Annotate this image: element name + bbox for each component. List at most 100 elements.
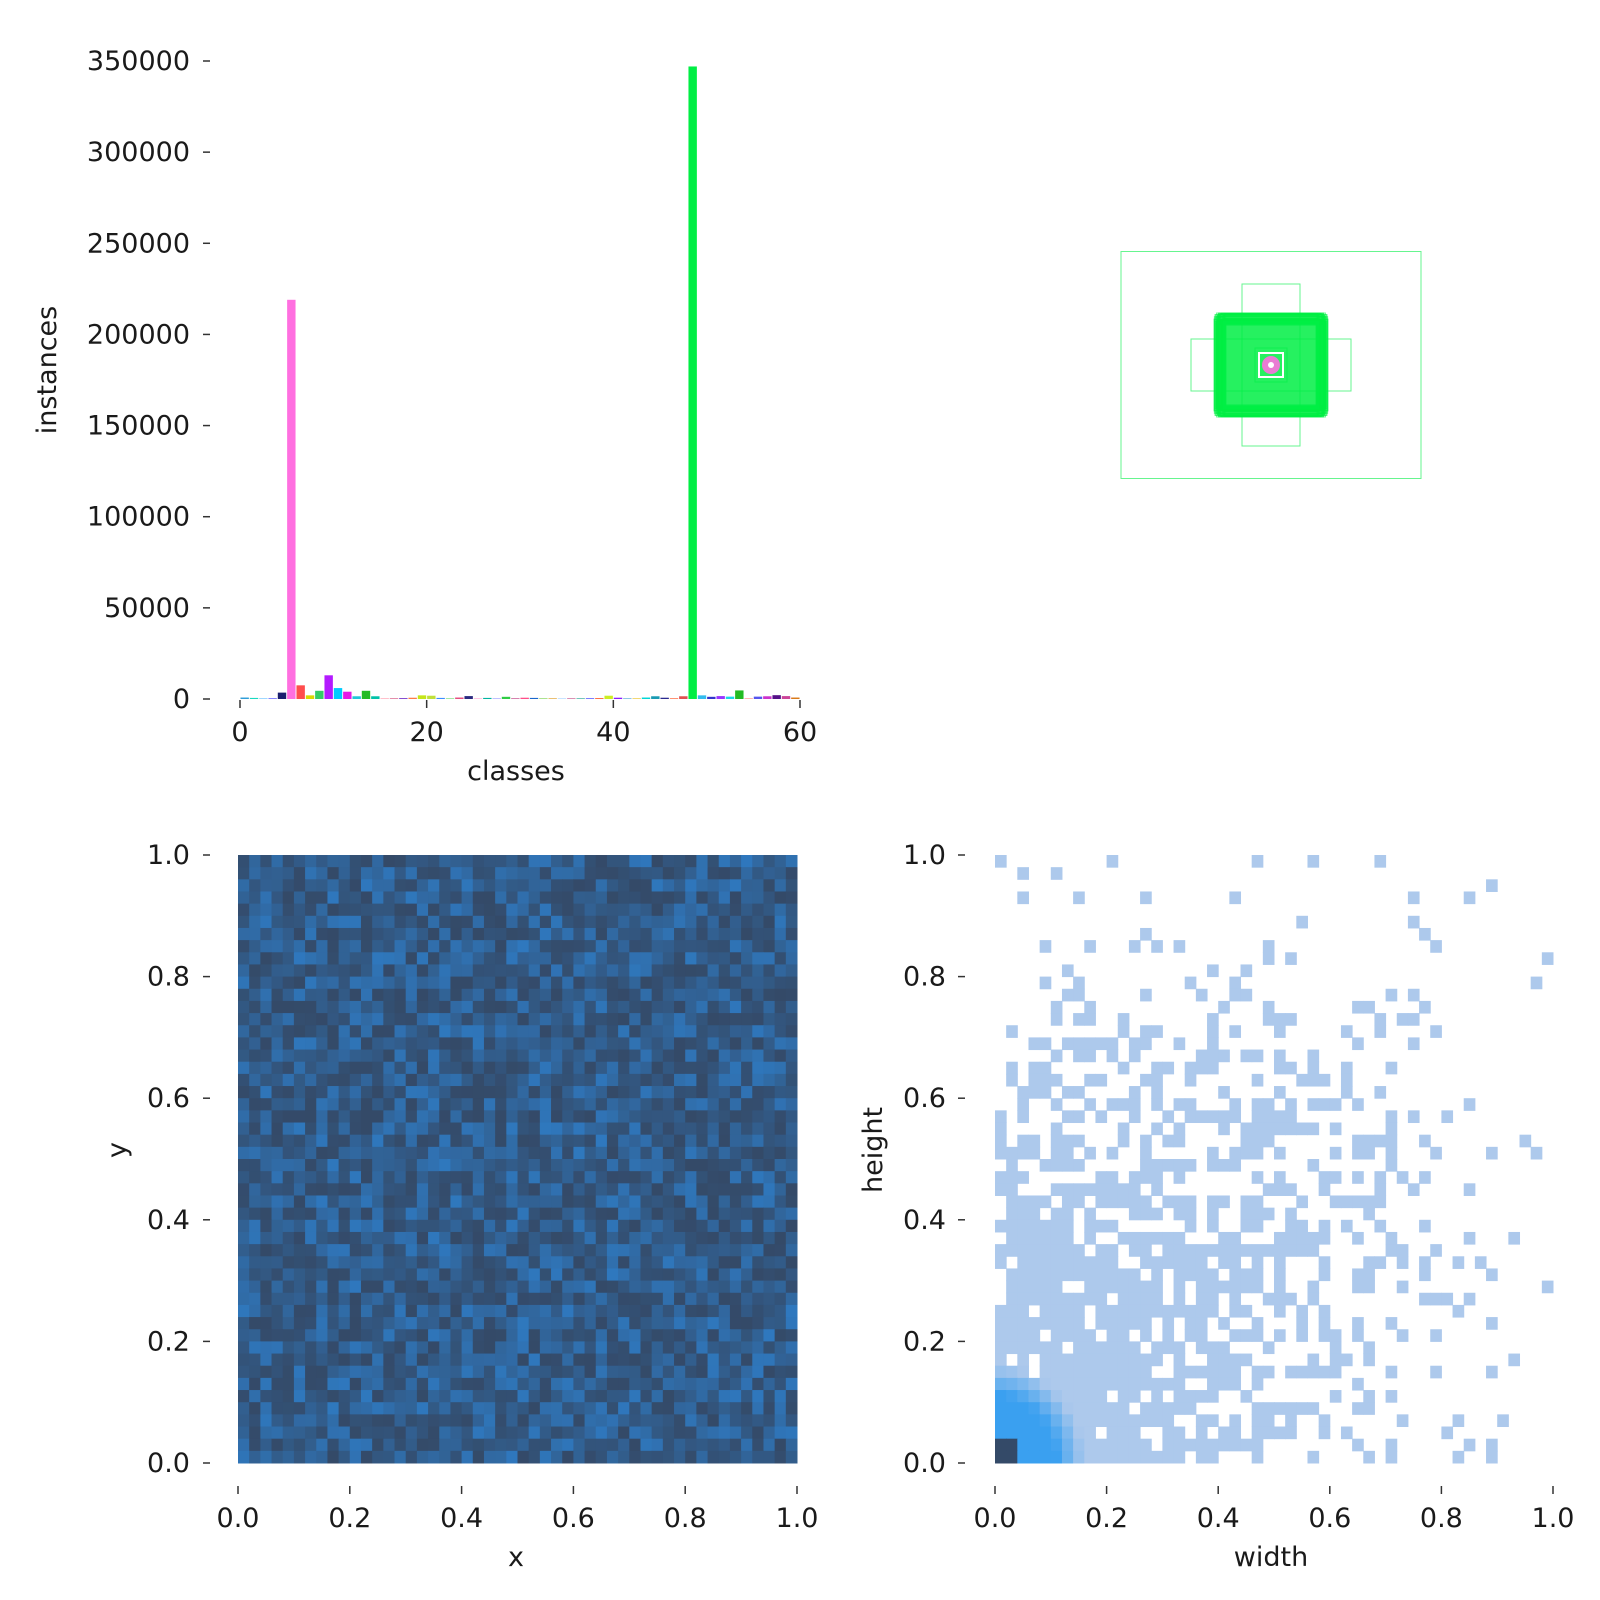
heatmap-cell (995, 1426, 1007, 1440)
heatmap-cell (774, 1122, 787, 1136)
heatmap-cell (360, 1073, 373, 1087)
heatmap-cell (405, 915, 418, 929)
heatmap-cell (618, 915, 630, 929)
heatmap-cell (439, 1013, 451, 1026)
heatmap-cell (674, 1183, 686, 1196)
heatmap-cell (1340, 1025, 1353, 1038)
heatmap-cell (674, 1365, 686, 1379)
heatmap-cell (629, 903, 641, 917)
heatmap-cell (729, 940, 742, 953)
heatmap-cell (327, 1000, 340, 1014)
heatmap-cell (1095, 1183, 1108, 1196)
heatmap-cell (618, 1414, 630, 1428)
heatmap-cell (1430, 1025, 1442, 1038)
heatmap-cell (1251, 1134, 1264, 1148)
heatmap-cell (472, 1013, 485, 1026)
heatmap-cell (349, 927, 362, 941)
heatmap-cell (316, 1049, 328, 1063)
heatmap-cell (439, 1219, 451, 1233)
heatmap-cell (1285, 1365, 1297, 1379)
heatmap-cell (450, 1268, 463, 1282)
heatmap-cell (774, 1049, 787, 1063)
heatmap-cell (606, 1049, 619, 1063)
heatmap-cell (349, 1256, 362, 1269)
heatmap-cell (662, 1110, 675, 1124)
heatmap-cell (495, 1414, 507, 1428)
heatmap-cell (372, 1037, 384, 1051)
heatmap-cell (662, 1183, 675, 1196)
heatmap-cell (394, 1037, 407, 1051)
heatmap-cell (1017, 1195, 1029, 1209)
heatmap-cell (394, 1025, 407, 1038)
heatmap-cell (539, 964, 552, 978)
heatmap-cell (360, 1207, 373, 1221)
heatmap-cell (674, 903, 686, 917)
heatmap-cell (595, 1317, 608, 1330)
heatmap-cell (383, 1037, 396, 1051)
heatmap-cell (416, 1377, 429, 1391)
heatmap-cell (428, 1377, 440, 1391)
heatmap-cell (293, 1122, 306, 1136)
heatmap-cell (1140, 891, 1152, 905)
bar-class-9 (324, 675, 333, 699)
heatmap-cell (685, 1049, 697, 1063)
heatmap-cell (1028, 1426, 1041, 1440)
heatmap-cell (416, 1061, 429, 1075)
heatmap-cell (640, 1377, 653, 1391)
heatmap-cell (305, 1013, 317, 1026)
heatmap-cell (293, 1377, 306, 1391)
heatmap-cell (327, 1317, 340, 1330)
heatmap-cell (1084, 1292, 1096, 1306)
heatmap-cell (551, 952, 563, 965)
heatmap-cell (640, 1073, 653, 1087)
heatmap-cell (372, 1353, 384, 1367)
heatmap-cell (640, 855, 653, 868)
heatmap-cell (1240, 1268, 1253, 1282)
heatmap-cell (528, 915, 541, 929)
heatmap-cell (1084, 1353, 1096, 1367)
heatmap-cell (1140, 1353, 1152, 1367)
heatmap-cell (260, 855, 273, 868)
heatmap-cell (293, 1195, 306, 1209)
heatmap-cell (1251, 1110, 1264, 1124)
heatmap-cell (573, 1438, 586, 1452)
heatmap-cell (1218, 1244, 1230, 1257)
heatmap-cell (450, 1329, 463, 1342)
heatmap-cell (606, 1317, 619, 1330)
heatmap-cell (305, 1450, 317, 1464)
heatmap-cell (573, 879, 586, 892)
heatmap-cell (327, 952, 340, 965)
heatmap-cell (450, 1073, 463, 1087)
heatmap-cell (1006, 1195, 1018, 1209)
heatmap-cell (238, 1304, 250, 1318)
heatmap-cell (539, 1219, 552, 1233)
heatmap-cell (707, 1195, 720, 1209)
heatmap-cell (539, 1329, 552, 1342)
y-axis-ticks: 0.00.20.40.60.81.0 (903, 840, 965, 1479)
heatmap-cell (271, 1134, 284, 1148)
heatmap-cell (282, 1146, 295, 1160)
bar-class-27 (492, 698, 501, 699)
heatmap-cell (763, 1086, 776, 1099)
heatmap-cell (305, 940, 317, 953)
heatmap-cell (573, 855, 586, 868)
heatmap-cell (1050, 1292, 1063, 1306)
heatmap-cell (662, 1195, 675, 1209)
heatmap-cell (752, 940, 764, 953)
heatmap-cell (472, 1110, 485, 1124)
heatmap-cell (1140, 1037, 1152, 1051)
heatmap-cell (282, 1122, 295, 1136)
heatmap-cell (1128, 1426, 1141, 1440)
heatmap-cell (551, 1244, 563, 1257)
heatmap-cell (707, 988, 720, 1002)
heatmap-cell (1128, 1098, 1141, 1111)
heatmap-cell (271, 1061, 284, 1075)
heatmap-cell (707, 1146, 720, 1160)
heatmap-cell (1128, 1317, 1141, 1330)
heatmap-cell (495, 1207, 507, 1221)
heatmap-cell (517, 1110, 530, 1124)
heatmap-cell (1173, 1134, 1186, 1148)
heatmap-cell (293, 903, 306, 917)
heatmap-cell (707, 1013, 720, 1026)
heatmap-cell (1207, 1377, 1219, 1391)
